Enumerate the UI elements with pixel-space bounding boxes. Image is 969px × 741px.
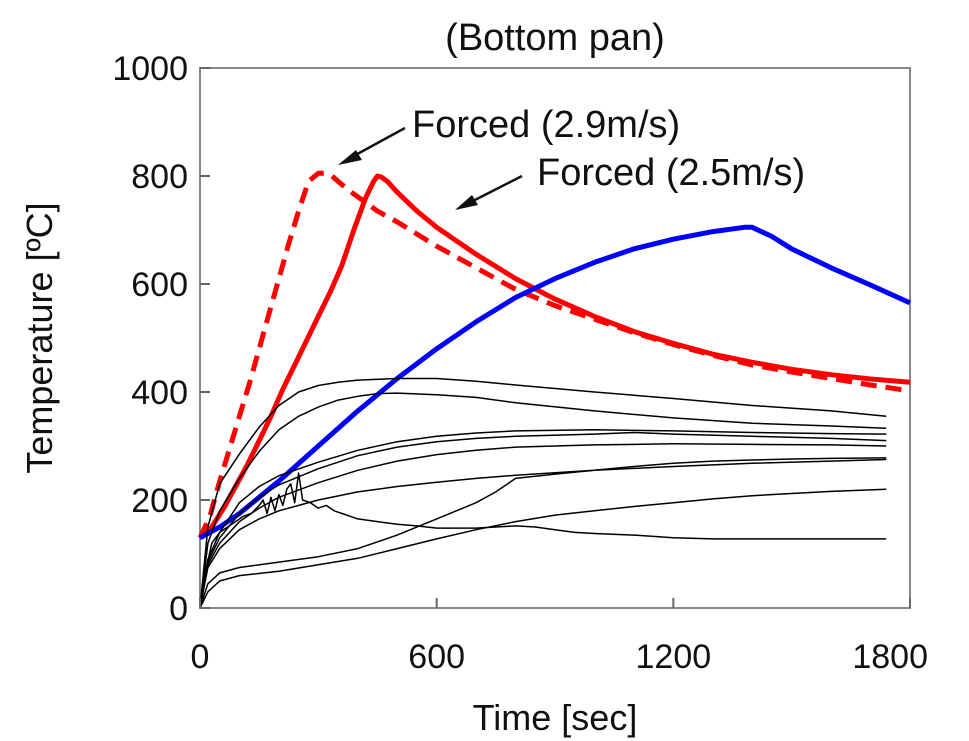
chart-title: (Bottom pan) <box>445 17 665 59</box>
y-tick-label-0: 0 <box>169 590 188 628</box>
plot-frame <box>199 67 911 609</box>
x-tick-label-2: 1200 <box>636 638 712 676</box>
x-tick-label-1: 600 <box>408 638 465 676</box>
annotation-arrowhead-forced-2-9 <box>338 150 362 165</box>
series-line-10 <box>199 457 887 609</box>
annotation-forced-2-9: Forced (2.9m/s) <box>412 104 680 146</box>
series-line-11 <box>199 488 887 609</box>
series-line-3 <box>199 377 887 609</box>
annotation-forced-2-5: Forced (2.5m/s) <box>537 152 805 194</box>
y-axis-label: Temperature [ºC] <box>19 202 60 473</box>
series-line-7 <box>199 443 887 609</box>
series-line-8 <box>199 458 887 609</box>
y-tick-label-5: 1000 <box>112 50 188 88</box>
x-tick-label-3: 1800 <box>852 638 928 676</box>
x-axis-ticks: 0 600 1200 1800 <box>191 598 928 676</box>
x-axis-label: Time [sec] <box>473 697 638 738</box>
series-line-5 <box>199 429 887 609</box>
y-tick-label-2: 400 <box>131 374 188 412</box>
x-tick-label-0: 0 <box>191 638 210 676</box>
series-line-1 <box>197 170 911 539</box>
series-line-4 <box>199 392 887 609</box>
y-tick-label-1: 200 <box>131 482 188 520</box>
annotation-arrow-forced-2-5 <box>466 174 523 206</box>
series-layer <box>197 170 912 609</box>
y-tick-label-3: 600 <box>131 266 188 304</box>
series-line-6 <box>199 431 887 609</box>
series-line-9 <box>199 472 887 609</box>
y-axis-ticks: 0 200 400 600 800 1000 <box>112 50 210 628</box>
annotation-arrow-forced-2-9 <box>349 126 406 160</box>
annotation-arrowhead-forced-2-5 <box>455 195 478 210</box>
y-tick-label-4: 800 <box>131 158 188 196</box>
series-line-0 <box>198 173 911 540</box>
series-line-2 <box>198 224 912 540</box>
